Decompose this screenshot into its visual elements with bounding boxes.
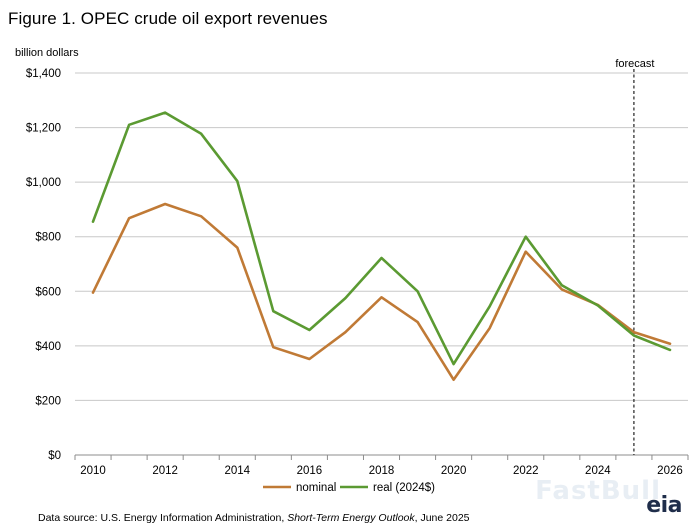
y-tick-label: $800 bbox=[35, 232, 61, 244]
source-prefix: Data source: U.S. Energy Information Adm… bbox=[38, 512, 288, 524]
y-tick-label: $600 bbox=[35, 286, 61, 298]
y-tick-label: $1,000 bbox=[26, 177, 61, 189]
y-tick-label: $1,400 bbox=[26, 68, 61, 80]
forecast-label: forecast bbox=[615, 58, 654, 70]
source-suffix: , June 2025 bbox=[414, 512, 470, 524]
x-tick-label: 2022 bbox=[513, 465, 539, 477]
watermark-logo: FastBull bbox=[535, 476, 661, 506]
series-line-nominal bbox=[91, 202, 672, 382]
x-tick-label: 2024 bbox=[585, 465, 611, 477]
y-axis-unit-label: billion dollars bbox=[15, 47, 79, 59]
series-lines bbox=[91, 111, 672, 382]
eia-logo: eia bbox=[646, 493, 682, 518]
source-publication: Short-Term Energy Outlook bbox=[287, 512, 415, 524]
legend: nominal real (2024$) bbox=[263, 482, 435, 494]
x-axis: 2010 2012 2014 2016 2018 2020 2022 2024 2026 bbox=[74, 454, 689, 477]
x-tick-label: 2010 bbox=[80, 465, 106, 477]
chart-title: Figure 1. OPEC crude oil export revenues bbox=[8, 9, 328, 28]
series-line-real bbox=[91, 111, 672, 366]
x-tick-label: 2016 bbox=[297, 465, 323, 477]
x-tick-label: 2026 bbox=[657, 465, 683, 477]
y-tick-label: $400 bbox=[35, 341, 61, 353]
legend-label: real (2024$) bbox=[373, 482, 435, 494]
x-tick-label: 2014 bbox=[224, 465, 250, 477]
y-tick-label: $200 bbox=[35, 395, 61, 407]
legend-label: nominal bbox=[296, 482, 336, 494]
forecast-marker: forecast bbox=[615, 58, 654, 455]
x-tick-label: 2012 bbox=[152, 465, 178, 477]
y-axis-ticks: $0 $200 $400 $600 $800 $1,000 $1,200 $1,400 bbox=[26, 68, 61, 462]
data-source-note: Data source: U.S. Energy Information Adm… bbox=[38, 512, 470, 524]
x-tick-label: 2018 bbox=[369, 465, 395, 477]
y-tick-label: $0 bbox=[48, 450, 61, 462]
y-tick-label: $1,200 bbox=[26, 123, 61, 135]
gridlines bbox=[75, 72, 688, 401]
x-tick-label: 2020 bbox=[441, 465, 467, 477]
